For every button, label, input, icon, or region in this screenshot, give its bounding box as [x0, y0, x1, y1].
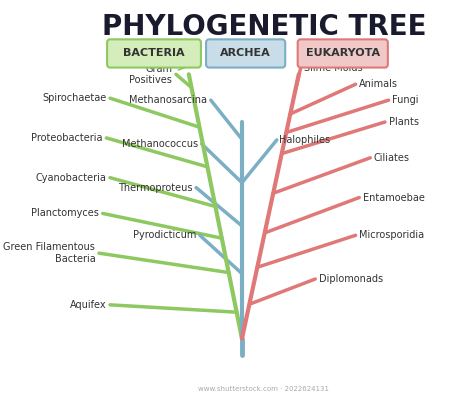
Text: Green Filamentous
Bacteria: Green Filamentous Bacteria [4, 242, 95, 264]
Text: Plants: Plants [389, 117, 419, 127]
Text: Gram
Positives: Gram Positives [130, 64, 172, 85]
Text: Halophiles: Halophiles [279, 135, 330, 145]
Text: Fungi: Fungi [392, 95, 419, 105]
Text: Aquifex: Aquifex [70, 300, 106, 310]
Text: Proteobacteria: Proteobacteria [31, 133, 103, 143]
Text: BACTERIA: BACTERIA [123, 48, 185, 58]
Text: Entamoebae: Entamoebae [363, 193, 425, 203]
Text: Slime Molds: Slime Molds [304, 63, 363, 73]
Text: Thermoproteus: Thermoproteus [118, 183, 193, 193]
Text: Methanococcus: Methanococcus [122, 139, 198, 149]
Text: Methanosarcina: Methanosarcina [129, 95, 207, 105]
FancyBboxPatch shape [107, 39, 201, 68]
Text: PHYLOGENETIC TREE: PHYLOGENETIC TREE [102, 13, 426, 41]
Text: Pyrodicticum: Pyrodicticum [133, 230, 196, 240]
Text: Spirochaetae: Spirochaetae [42, 93, 106, 103]
FancyBboxPatch shape [206, 39, 285, 68]
Text: www.shutterstock.com · 2022624131: www.shutterstock.com · 2022624131 [198, 386, 329, 392]
Text: EUKARYOTA: EUKARYOTA [306, 48, 380, 58]
Text: Ciliates: Ciliates [374, 153, 410, 163]
Text: ARCHEA: ARCHEA [220, 48, 271, 58]
Text: Cyanobacteria: Cyanobacteria [36, 172, 106, 183]
Text: Animals: Animals [359, 79, 398, 89]
FancyBboxPatch shape [298, 39, 388, 68]
Text: Microsporidia: Microsporidia [359, 230, 424, 240]
Text: Diplomonads: Diplomonads [319, 274, 383, 284]
Text: Planctomyces: Planctomyces [31, 208, 99, 218]
